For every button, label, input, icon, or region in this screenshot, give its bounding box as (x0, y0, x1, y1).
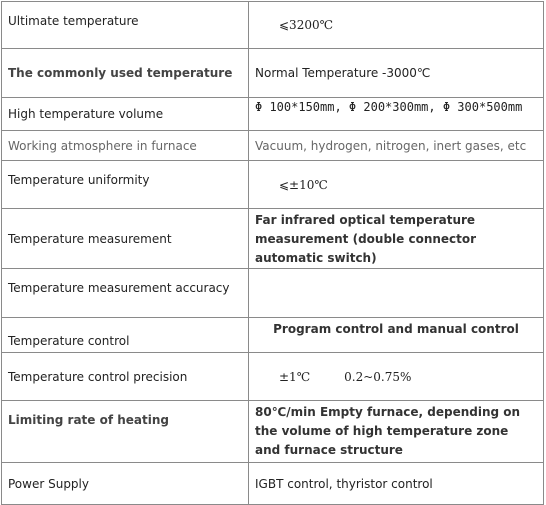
value-text: IGBT control, thyristor control (255, 476, 433, 491)
value-text: 0.2~0.75% (344, 369, 412, 384)
value-text: 80℃/min Empty furnace, depending on the … (255, 405, 521, 457)
table-row: Power Supply IGBT control, thyristor cont… (1, 462, 544, 505)
value-text: ±1℃ (279, 369, 311, 384)
row-value: Program control and manual control (248, 317, 544, 353)
table-row: High temperature volume Φ 100*150mm, Φ 20… (1, 97, 544, 131)
row-value: ±1℃ 0.2~0.75% (248, 352, 544, 401)
row-label: Temperature measurement (1, 208, 249, 269)
value-text: Vacuum, hydrogen, nitrogen, inert gases,… (255, 138, 527, 153)
row-value: ⩽3200℃ (248, 1, 544, 49)
row-label: Temperature control precision (1, 352, 249, 401)
row-label: Temperature uniformity (1, 160, 249, 209)
table-row: Temperature uniformity ⩽±10℃ (1, 160, 544, 209)
row-value: Normal Temperature -3000℃ (248, 48, 544, 98)
table-row: Limiting rate of heating 80℃/min Empty fu… (1, 400, 544, 463)
table-row: Working atmosphere in furnace Vacuum, hyd… (1, 130, 544, 161)
value-text: ⩽3200℃ (279, 18, 334, 32)
table-row: Temperature control Program control and m… (1, 317, 544, 353)
value-text: ⩽±10℃ (279, 177, 328, 192)
value-text: Program control and manual control (273, 322, 519, 336)
row-label: Ultimate temperature (1, 1, 249, 49)
row-label: Working atmosphere in furnace (1, 130, 249, 161)
row-value (248, 268, 544, 318)
value-text: Far infrared optical temperature measure… (255, 213, 477, 265)
value-text: Φ 100*150mm, Φ 200*300mm, Φ 300*500mm (255, 100, 523, 114)
row-value: 80℃/min Empty furnace, depending on the … (248, 400, 544, 463)
row-label: The commonly used temperature (1, 48, 249, 98)
row-value: Φ 100*150mm, Φ 200*300mm, Φ 300*500mm (248, 97, 544, 131)
table-row: Ultimate temperature ⩽3200℃ (1, 1, 544, 49)
row-label: High temperature volume (1, 97, 249, 131)
row-label: Limiting rate of heating (1, 400, 249, 463)
row-value: Far infrared optical temperature measure… (248, 208, 544, 269)
table-row: Temperature measurement accuracy (1, 268, 544, 318)
table-row: Temperature control precision ±1℃ 0.2~0.75… (1, 352, 544, 401)
row-label: Power Supply (1, 462, 249, 505)
row-value: Vacuum, hydrogen, nitrogen, inert gases,… (248, 130, 544, 161)
table-row: Temperature measurement Far infrared opti… (1, 208, 544, 269)
table-row: The commonly used temperature Normal Temp… (1, 48, 544, 98)
row-label: Temperature measurement accuracy (1, 268, 249, 318)
value-text: Normal Temperature -3000℃ (255, 66, 431, 80)
row-label: Temperature control (1, 317, 249, 353)
row-value: ⩽±10℃ (248, 160, 544, 209)
row-value: IGBT control, thyristor control (248, 462, 544, 505)
